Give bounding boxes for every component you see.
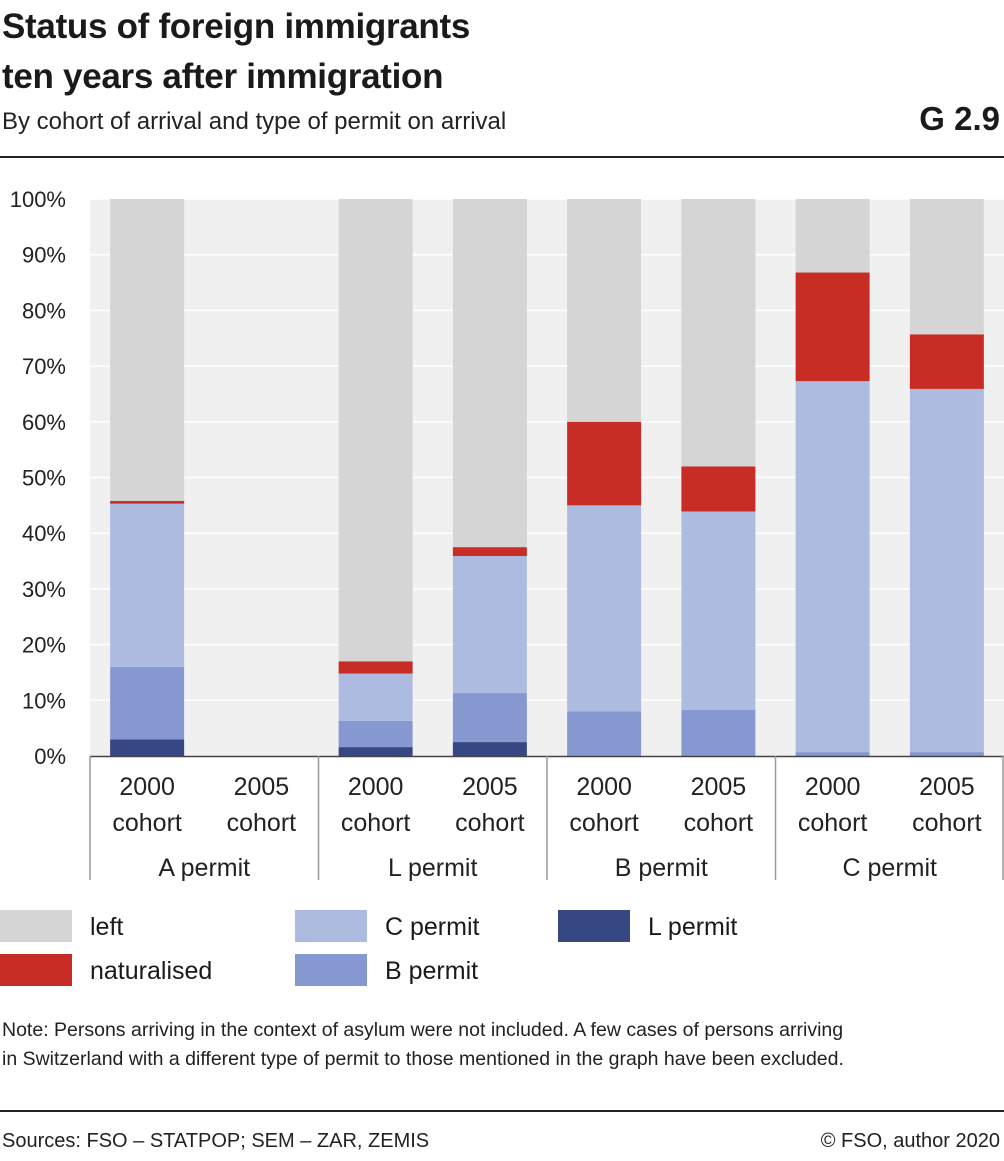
bar-segment-left	[110, 199, 185, 501]
bar-segment-b-permit	[567, 711, 642, 756]
legend-swatch-b-permit	[295, 954, 367, 986]
x-category-label: cohort	[227, 809, 297, 837]
y-tick-label: 10%	[22, 688, 66, 713]
bar-segment-naturalised	[452, 547, 527, 557]
bar-segment-b-permit	[110, 666, 185, 740]
legend-label-l-permit: L permit	[648, 913, 738, 941]
bar-segment-naturalised	[795, 272, 870, 382]
x-category-label: cohort	[684, 809, 754, 837]
bar-segment-left	[567, 199, 642, 422]
y-tick-label: 70%	[22, 354, 66, 379]
x-group-label: B permit	[615, 854, 708, 882]
bar-segment-c-permit	[452, 556, 527, 694]
x-group-label: L permit	[388, 854, 477, 882]
graph-number: G 2.9	[919, 100, 1000, 137]
y-tick-label: 30%	[22, 577, 66, 602]
x-category-label: cohort	[112, 809, 182, 837]
legend-swatch-l-permit	[558, 910, 630, 942]
x-group-label: A permit	[158, 854, 250, 882]
copyright-text: © FSO, author 2020	[820, 1130, 1000, 1152]
y-tick-label: 20%	[22, 633, 66, 658]
bar-segment-naturalised	[681, 466, 756, 512]
y-tick-label: 100%	[10, 187, 66, 212]
bar-segment-b-permit	[452, 693, 527, 743]
legend-swatch-left	[0, 910, 72, 942]
bar-segment-naturalised	[567, 421, 642, 506]
bar-segment-naturalised	[110, 500, 185, 504]
x-category-label: 2000	[576, 773, 632, 801]
bar-segment-c-permit	[681, 511, 756, 710]
bar-segment-c-permit	[795, 381, 870, 753]
x-category-label: cohort	[912, 809, 982, 837]
bar-segment-b-permit	[909, 752, 984, 756]
bar-segment-l-permit	[110, 739, 185, 756]
bar-segment-c-permit	[110, 503, 185, 667]
chart-title: Status of foreign immigrants ten years a…	[2, 2, 470, 102]
bar-segment-b-permit	[795, 752, 870, 756]
y-tick-label: 40%	[22, 521, 66, 546]
bar-segment-b-permit	[681, 709, 756, 756]
bar-segment-l-permit	[452, 742, 527, 756]
y-tick-label: 0%	[34, 744, 66, 769]
x-category-label: 2000	[805, 773, 861, 801]
legend-label-naturalised: naturalised	[90, 957, 213, 985]
x-category-label: cohort	[798, 809, 868, 837]
title-line-1: Status of foreign immigrants	[2, 7, 471, 46]
x-group-label: C permit	[843, 854, 938, 882]
x-category-label: 2000	[119, 773, 175, 801]
y-tick-label: 80%	[22, 298, 66, 323]
x-category-label: 2000	[348, 773, 404, 801]
legend-swatch-naturalised	[0, 954, 72, 986]
legend-label-c-permit: C permit	[385, 913, 480, 941]
x-category-label: 2005	[919, 773, 975, 801]
bar-segment-naturalised	[338, 661, 413, 674]
header-divider	[0, 156, 1004, 158]
y-tick-label: 50%	[22, 466, 66, 491]
bar-segment-left	[338, 199, 413, 662]
x-category-label: cohort	[455, 809, 525, 837]
chart-subtitle: By cohort of arrival and type of permit …	[2, 108, 507, 135]
y-tick-label: 60%	[22, 410, 66, 435]
bar-segment-left	[452, 199, 527, 548]
bar-segment-l-permit	[338, 747, 413, 756]
bar-segment-c-permit	[567, 505, 642, 712]
bar-segment-c-permit	[338, 673, 413, 721]
legend-label-b-permit: B permit	[385, 957, 479, 985]
legend-label-left: left	[90, 913, 124, 941]
sources-text: Sources: FSO – STATPOP; SEM – ZAR, ZEMIS	[2, 1130, 430, 1152]
bar-segment-naturalised	[909, 334, 984, 389]
y-tick-label: 90%	[22, 243, 66, 268]
stacked-bar-chart: 0% 10% 20% 30% 40% 50% 60% 70% 80% 90% 100% 2000 coh…	[10, 187, 1004, 882]
bar-segment-left	[909, 199, 984, 335]
x-category-label: 2005	[691, 773, 747, 801]
x-category-label: 2005	[234, 773, 290, 801]
bar-segment-c-permit	[909, 388, 984, 753]
bar-segment-b-permit	[338, 720, 413, 748]
x-category-label: 2005	[462, 773, 518, 801]
title-line-2: ten years after immigration	[2, 57, 444, 96]
bar-segment-left	[681, 199, 756, 467]
footnote: Note: Persons arriving in the context of…	[2, 1016, 844, 1074]
footnote-line-1: Note: Persons arriving in the context of…	[2, 1019, 844, 1041]
legend-swatch-c-permit	[295, 910, 367, 942]
x-category-label: cohort	[341, 809, 411, 837]
footer-divider	[0, 1110, 1004, 1112]
bar-segment-left	[795, 199, 870, 273]
footnote-line-2: in Switzerland with a different type of …	[2, 1048, 844, 1070]
x-category-label: cohort	[569, 809, 639, 837]
